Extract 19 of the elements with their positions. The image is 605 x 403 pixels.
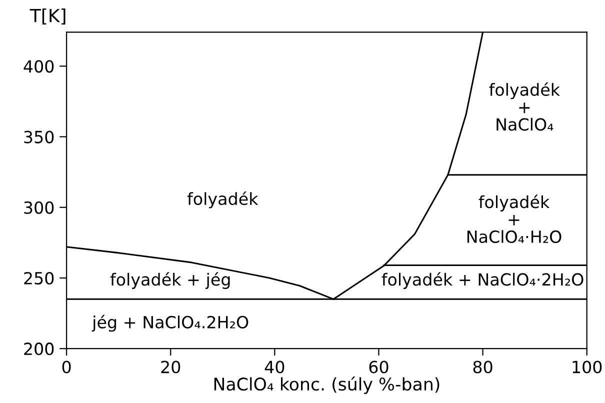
y-tick-label: 400 bbox=[24, 60, 54, 73]
y-tick-label: 250 bbox=[24, 272, 54, 285]
x-tick-label: 80 bbox=[473, 360, 492, 374]
x-tick-label: 60 bbox=[369, 360, 388, 374]
annotation: folyadék + jég bbox=[110, 272, 230, 289]
x-tick-label: 0 bbox=[62, 360, 71, 374]
annotation: folyadék + NaClO₄ bbox=[489, 82, 560, 131]
annotation: folyadék + NaClO₄·H₂O bbox=[467, 194, 562, 244]
annotation: jég + NaClO₄.2H₂O bbox=[92, 314, 248, 332]
y-tick-label: 350 bbox=[24, 130, 54, 144]
y-tick-label: 300 bbox=[24, 201, 54, 214]
x-tick-label: 40 bbox=[264, 360, 284, 374]
y-axis-title: T[K] bbox=[30, 8, 66, 25]
annotation: folyadék + NaClO₄·2H₂O bbox=[382, 272, 584, 289]
annotation: folyadék bbox=[187, 192, 258, 208]
x-axis-title: NaClO₄ konc. (súly %-ban) bbox=[214, 376, 440, 394]
x-tick-label: 20 bbox=[161, 360, 180, 374]
y-tick-label: 200 bbox=[24, 342, 54, 356]
x-tick-label: 100 bbox=[572, 360, 602, 374]
